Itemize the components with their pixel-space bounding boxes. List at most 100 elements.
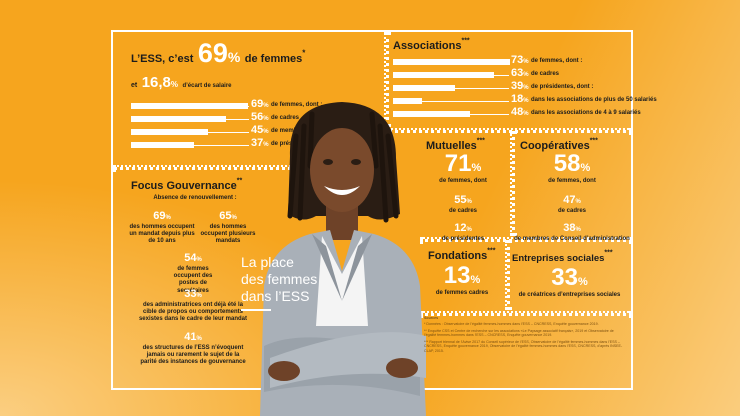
coop-title: Coopératives***	[520, 136, 598, 154]
left-bar-bar	[131, 129, 208, 135]
fondations-title-text: Fondations	[428, 250, 488, 262]
left-bar-label: de cadres	[271, 115, 300, 121]
mutuelles-block: 71% de femmes, dont 55% de cadres 12% de…	[420, 150, 506, 244]
pct-unit: %	[575, 199, 581, 206]
assoc-bar-value: 73%	[511, 54, 529, 66]
pct-unit: %	[577, 276, 588, 288]
left-bar-bar	[131, 116, 226, 122]
coop-a-label: de cadres	[557, 208, 587, 215]
coop-big-value: 58	[553, 150, 581, 177]
gov-subtitle: Absence de renouvellement :	[153, 195, 237, 201]
left-bar-bar	[131, 103, 248, 109]
pct-unit: %	[471, 162, 482, 174]
gov-item-2-label: des hommes occupent plusieurs mandats	[200, 224, 256, 245]
left-bar-label: de femmes, dont :	[271, 102, 323, 108]
headline: L’ESS, c’est 69% de femmes*	[131, 38, 305, 69]
assoc-title-mark: ***	[461, 37, 470, 45]
pct-unit: %	[165, 215, 171, 221]
gov-item-3: 54% de femmes occupent des postes de sec…	[148, 248, 238, 295]
coop-a-value: 47	[563, 194, 576, 207]
mutuelles-big-value: 71	[444, 150, 472, 177]
pay-gap-label: d’écart de salaire	[182, 83, 232, 89]
gov-item-1-value: 69	[153, 210, 166, 222]
pct-unit: %	[575, 227, 581, 234]
fondations-big-value: 13	[443, 262, 471, 289]
assoc-bar-value: 39%	[511, 80, 529, 92]
headline-prefix: L’ESS, c’est	[131, 53, 194, 65]
mutuelles-a-label: de cadres	[448, 208, 478, 215]
sources: Sources * Données : Observatoire de l’ég…	[424, 316, 624, 353]
pct-unit: %	[580, 162, 591, 174]
gov-item-5: 41% des structures de l’ESS n’évoquent j…	[138, 327, 248, 367]
source-line-1: * Données : Observatoire de l’égalité fe…	[424, 322, 599, 327]
pay-gap-prefix: et	[131, 82, 138, 89]
source-line-2: ** Enquête CSS et Centre de recherche su…	[424, 328, 614, 338]
left-bar-value: 45%	[251, 124, 269, 136]
main-title-line-2: des femmes	[241, 271, 318, 287]
assoc-bar-value: 63%	[511, 67, 529, 79]
pct-unit: %	[466, 199, 472, 206]
left-bar-value: 69%	[251, 98, 269, 110]
mutuelles-title-mark: ***	[476, 137, 485, 145]
gov-item-5-label: des structures de l’ESS n’évoquent jamai…	[140, 345, 246, 366]
gov-title-mark: **	[236, 177, 243, 185]
entreprises-big-label: de créatrices d’entreprises sociales	[518, 292, 621, 298]
mutuelles-title: Mutuelles***	[426, 136, 485, 154]
assoc-bar-bar	[393, 72, 494, 78]
fondations-title: Fondations***	[428, 246, 495, 264]
mutuelles-big-label: de femmes, dont	[439, 178, 487, 184]
coop-title-mark: ***	[589, 137, 598, 145]
assoc-bar-value: 18%	[511, 93, 529, 105]
title-underline	[241, 309, 271, 311]
assoc-bar-label: dans les associations de plus de 50 sala…	[531, 97, 657, 103]
divider-fond-ent	[505, 240, 510, 310]
assoc-bar-label: de cadres	[531, 71, 560, 77]
main-title: La place des femmes dans l’ESS	[241, 254, 365, 305]
headline-unit: %	[227, 49, 241, 65]
coop-b-label: de membres de Conseil d’administration	[514, 236, 630, 243]
main-title-line-1: La place	[241, 254, 294, 270]
gov-item-3-label: de femmes occupent des postes de secréta…	[173, 266, 213, 294]
gov-item-1: 69% des hommes occupent un mandat depuis…	[128, 206, 196, 246]
pay-gap: et 16,8% d’écart de salaire	[131, 74, 232, 92]
entreprises-title-text: Entreprises sociales	[512, 253, 605, 264]
left-bar-value: 37%	[251, 137, 269, 149]
pay-gap-unit: %	[170, 80, 179, 89]
gov-title: Focus Gouvernance**	[131, 176, 242, 194]
assoc-bar-bar	[393, 85, 455, 91]
assoc-bar-bar	[393, 111, 470, 117]
headline-suffix: de femmes	[244, 53, 303, 65]
pct-unit: %	[196, 257, 202, 263]
assoc-bar-value: 48%	[511, 106, 529, 118]
mutuelles-b-label: de présidentes	[441, 236, 485, 243]
assoc-bar-bar	[393, 59, 510, 65]
fondations-block: 13% de femmes cadres	[420, 262, 504, 297]
entreprises-big-value: 33	[551, 264, 578, 291]
assoc-bar-bar	[393, 98, 422, 104]
pct-unit: %	[470, 274, 481, 286]
assoc-bar-track	[393, 101, 509, 102]
fondations-big-label: de femmes cadres	[435, 290, 489, 296]
assoc-bar-label: de présidentes, dont :	[531, 84, 594, 90]
pct-unit: %	[196, 336, 202, 342]
sources-heading: Sources	[424, 316, 439, 320]
coop-big-label: de femmes, dont	[548, 178, 596, 184]
entreprises-block: 33% de créatrices d’entreprises sociales	[507, 264, 632, 299]
left-bar-bar	[131, 142, 194, 148]
mutuelles-title-text: Mutuelles	[426, 140, 477, 152]
left-bar-value: 56%	[251, 111, 269, 123]
coop-block: 58% de femmes, dont 47% de cadres 38% de…	[512, 150, 632, 244]
assoc-title: Associations***	[393, 36, 470, 54]
gov-item-3-value: 54	[184, 252, 197, 264]
gov-item-4-label: des administratrices ont déjà été la cib…	[138, 302, 248, 323]
divider-right-lower	[420, 237, 632, 242]
assoc-bar-label: dans les associations de 4 à 9 salariés	[531, 110, 641, 116]
divider-mut-coop	[510, 131, 515, 236]
assoc-title-text: Associations	[393, 40, 462, 52]
headline-mark: *	[302, 48, 306, 58]
gov-item-4: 33% des administratrices ont déjà été la…	[138, 284, 248, 324]
source-line-3: *** Rapport triennal de l’Avise 2017 du …	[424, 339, 623, 353]
gov-item-2: 65% des hommes occupent plusieurs mandat…	[196, 206, 260, 246]
headline-pct: 69	[197, 38, 228, 68]
pct-unit: %	[231, 215, 237, 221]
